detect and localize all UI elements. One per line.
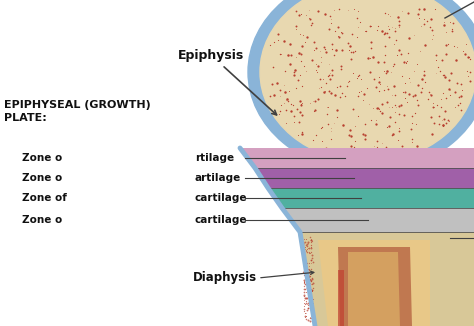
Polygon shape (338, 270, 344, 326)
Polygon shape (240, 148, 474, 168)
Text: Zone o: Zone o (22, 153, 62, 163)
Ellipse shape (73, 142, 203, 238)
Text: EPIPHYSEAL (GROWTH)
PLATE:: EPIPHYSEAL (GROWTH) PLATE: (4, 100, 151, 123)
Polygon shape (268, 188, 474, 208)
Text: cartilage: cartilage (195, 193, 247, 203)
Text: artilage: artilage (195, 173, 241, 183)
Polygon shape (298, 232, 474, 326)
Polygon shape (338, 247, 412, 326)
Text: rtilage: rtilage (195, 153, 234, 163)
Ellipse shape (248, 0, 474, 172)
Text: Zone o: Zone o (22, 215, 62, 225)
Polygon shape (282, 208, 474, 232)
Text: Zone o: Zone o (22, 173, 62, 183)
Ellipse shape (260, 0, 474, 162)
Text: Diaphysis: Diaphysis (193, 272, 257, 285)
Polygon shape (255, 168, 474, 188)
Text: Zone of: Zone of (22, 193, 67, 203)
Polygon shape (318, 240, 430, 326)
Polygon shape (348, 252, 400, 326)
Text: cartilage: cartilage (195, 215, 247, 225)
Text: Epiphysis: Epiphysis (178, 49, 244, 62)
